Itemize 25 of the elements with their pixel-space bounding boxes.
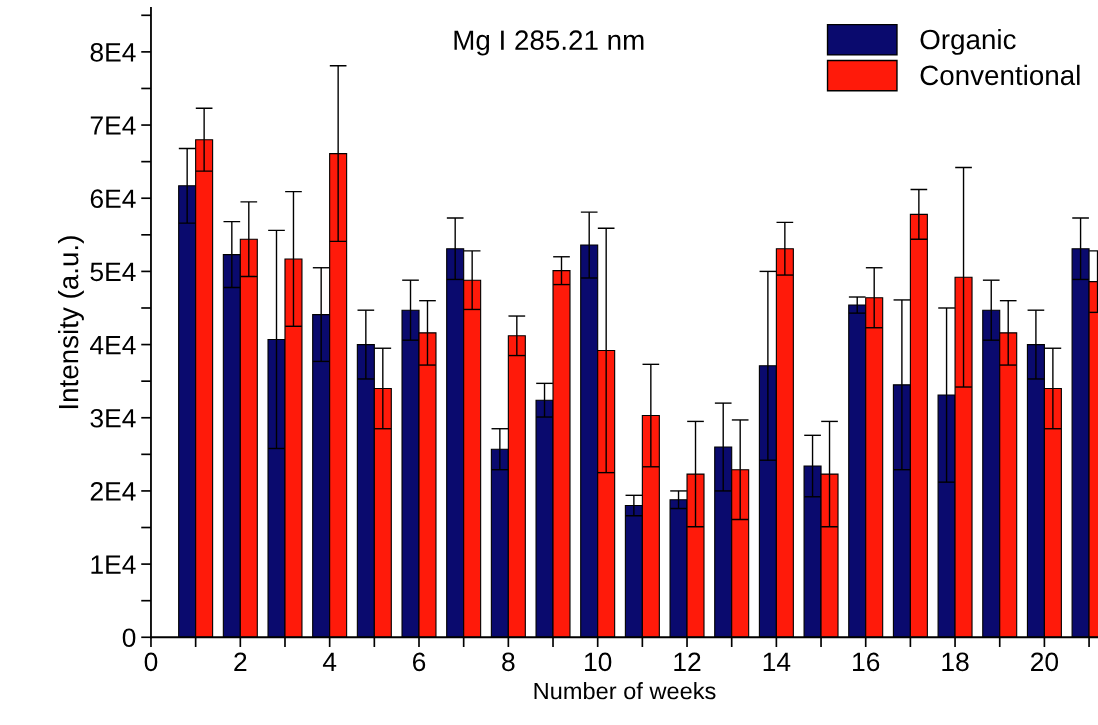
x-tick-label: 16 [853, 652, 880, 672]
y-tick-label: 4E4 [90, 335, 136, 355]
y-tick-label: 3E4 [90, 408, 136, 428]
legend-label: Organic [920, 28, 1016, 55]
x-tick-label: 12 [674, 652, 701, 671]
y-axis-title: Intensity (a.u.) [57, 236, 84, 409]
y-tick-label: 6E4 [90, 189, 136, 209]
x-axis-title: Number of weeks [534, 682, 716, 700]
y-tick-label: 0 [122, 628, 136, 648]
x-tick-label: 18 [942, 652, 969, 672]
y-tick-label: 1E4 [91, 555, 136, 574]
y-tick-label: 5E4 [90, 262, 136, 282]
y-tick-label: 8E4 [90, 43, 136, 62]
text: Mg I 285.21 nm [454, 30, 644, 56]
x-tick-label: 0 [144, 652, 158, 672]
x-tick-label: 8 [502, 652, 515, 672]
x-tick-label: 10 [585, 652, 612, 672]
y-tick-label: 2E4 [90, 482, 136, 501]
legend-label: Conventional [920, 64, 1080, 86]
x-tick-label: 14 [763, 652, 791, 671]
x-tick-label: 2 [234, 652, 247, 671]
y-tick-label: 7E4 [90, 116, 136, 135]
x-tick-label: 6 [413, 652, 426, 672]
x-tick-label: 20 [1031, 652, 1059, 672]
x-tick-label: 4 [322, 652, 337, 671]
